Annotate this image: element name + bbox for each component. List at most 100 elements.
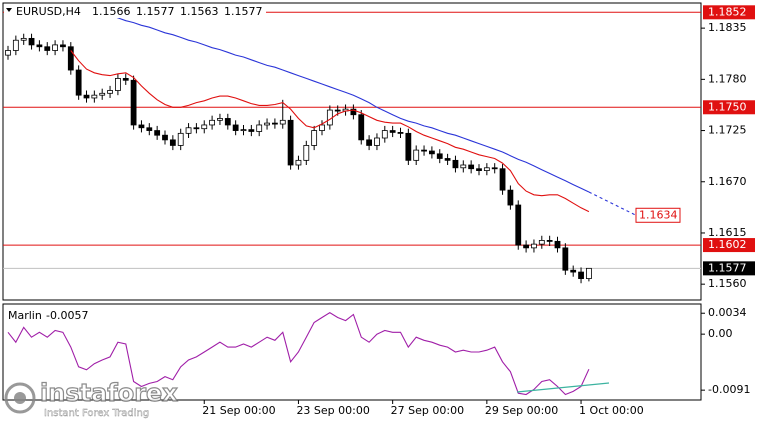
candle-body bbox=[193, 127, 200, 130]
candle-body bbox=[20, 37, 27, 41]
divergence-line bbox=[516, 382, 610, 393]
y-tick-label: 1.1560 bbox=[708, 277, 747, 290]
price-layer: 1.1835 1.1780 1.1725 1.1670 1.1615 1.1560 1.18… bbox=[3, 5, 755, 290]
candle-body bbox=[5, 50, 11, 56]
candle-body bbox=[350, 108, 357, 116]
candle-body bbox=[523, 244, 529, 249]
candle-body bbox=[586, 267, 592, 279]
oscillator-line bbox=[7, 311, 590, 396]
candle-body bbox=[570, 269, 577, 273]
candle-body bbox=[436, 153, 443, 159]
y-tick-label: 1.1670 bbox=[708, 175, 747, 188]
candle-body bbox=[130, 79, 137, 126]
oscillator-layer: 0.0034 0.00 -0.0091 21 Sep 00:00 23 Sep 00:0… bbox=[7, 306, 750, 417]
candle-body bbox=[507, 189, 514, 206]
candle-body bbox=[499, 168, 506, 191]
candle-body bbox=[12, 39, 19, 51]
header-close: 1.1577 bbox=[224, 5, 263, 18]
projection-label-bg bbox=[635, 207, 681, 223]
candle-body bbox=[279, 119, 286, 125]
candle-body bbox=[75, 69, 82, 96]
header-low: 1.1563 bbox=[180, 5, 219, 18]
candle-body bbox=[295, 159, 302, 166]
osc-tick-label: -0.0091 bbox=[708, 383, 750, 396]
candle-body bbox=[248, 129, 255, 132]
osc-tick-label: 0.0034 bbox=[708, 306, 747, 319]
candle-body bbox=[240, 129, 247, 132]
candle-body bbox=[232, 124, 239, 131]
candle-body bbox=[44, 46, 51, 51]
candle-body bbox=[483, 167, 490, 171]
y-tick-label: 1.1780 bbox=[708, 72, 747, 85]
level-label-bg bbox=[703, 238, 755, 253]
candle-body bbox=[107, 90, 113, 94]
candle-body bbox=[358, 114, 365, 141]
projection-line bbox=[588, 191, 637, 216]
candle-body bbox=[256, 124, 263, 132]
candle-body bbox=[444, 158, 451, 161]
moving-average bbox=[70, 50, 590, 213]
brand: instaforex bbox=[40, 379, 178, 407]
candle-body bbox=[271, 122, 278, 125]
candle-body bbox=[154, 130, 161, 136]
candle-body bbox=[115, 78, 121, 91]
candle-body bbox=[397, 132, 404, 134]
candle-body bbox=[303, 145, 310, 161]
candle-body bbox=[60, 44, 66, 48]
candle-body bbox=[28, 37, 35, 46]
candle-body bbox=[405, 132, 412, 161]
header-open: 1.1566 bbox=[92, 5, 131, 18]
header-high: 1.1577 bbox=[136, 5, 175, 18]
candle-body bbox=[83, 94, 90, 99]
candle-body bbox=[366, 139, 373, 146]
x-tick-label: 21 Sep 00:00 bbox=[202, 404, 275, 417]
osc-tick-label: 0.00 bbox=[708, 327, 733, 340]
x-tick-label: 23 Sep 00:00 bbox=[296, 404, 369, 417]
candle-body bbox=[468, 164, 475, 170]
header-arrow bbox=[6, 8, 12, 12]
candle-body bbox=[476, 168, 482, 171]
candle-body bbox=[319, 124, 325, 131]
y-tick-label: 1.1615 bbox=[708, 226, 747, 239]
oscillator-panel bbox=[2, 303, 702, 401]
level-label: 1.1750 bbox=[708, 100, 747, 113]
candle-body bbox=[531, 243, 537, 249]
level-label: 1.1852 bbox=[708, 5, 747, 18]
candle-body bbox=[264, 122, 270, 126]
watermark: instaforex Instant Forex Trading bbox=[4, 378, 179, 419]
level-label-bg bbox=[703, 100, 755, 115]
candle-body bbox=[146, 127, 153, 131]
projection-label: 1.1634 bbox=[639, 208, 678, 221]
candle-body bbox=[52, 44, 58, 51]
candle-body bbox=[91, 94, 98, 99]
candle-body bbox=[554, 240, 561, 249]
candle-body bbox=[334, 109, 341, 112]
header-bg bbox=[4, 4, 266, 18]
candle-body bbox=[491, 167, 498, 170]
logo-core bbox=[14, 392, 26, 404]
candle-body bbox=[162, 134, 168, 141]
candle-body bbox=[67, 46, 74, 71]
level-label: 1.1602 bbox=[708, 238, 747, 251]
candle-body bbox=[515, 204, 522, 246]
candle-body bbox=[421, 149, 427, 152]
candle-body bbox=[122, 78, 129, 81]
y-tick-label: 1.1835 bbox=[708, 21, 747, 34]
candle-body bbox=[311, 130, 318, 146]
candle-body bbox=[169, 139, 176, 146]
header: EURUSD,H4 1.1566 1.1577 1.1563 1.1577 bbox=[4, 4, 266, 18]
candle-body bbox=[177, 132, 184, 146]
candle-body bbox=[224, 118, 231, 126]
price-panel bbox=[2, 2, 702, 301]
candle-body bbox=[201, 124, 208, 130]
candle-body bbox=[217, 118, 223, 121]
x-tick-label: 29 Sep 00:00 bbox=[485, 404, 558, 417]
candle-body bbox=[428, 150, 435, 155]
candle-body bbox=[185, 127, 192, 134]
x-tick-label: 1 Oct 00:00 bbox=[579, 404, 644, 417]
price-label: 1.1577 bbox=[708, 261, 747, 274]
x-tick-label: 27 Sep 00:00 bbox=[391, 404, 464, 417]
candle-body bbox=[374, 137, 380, 146]
